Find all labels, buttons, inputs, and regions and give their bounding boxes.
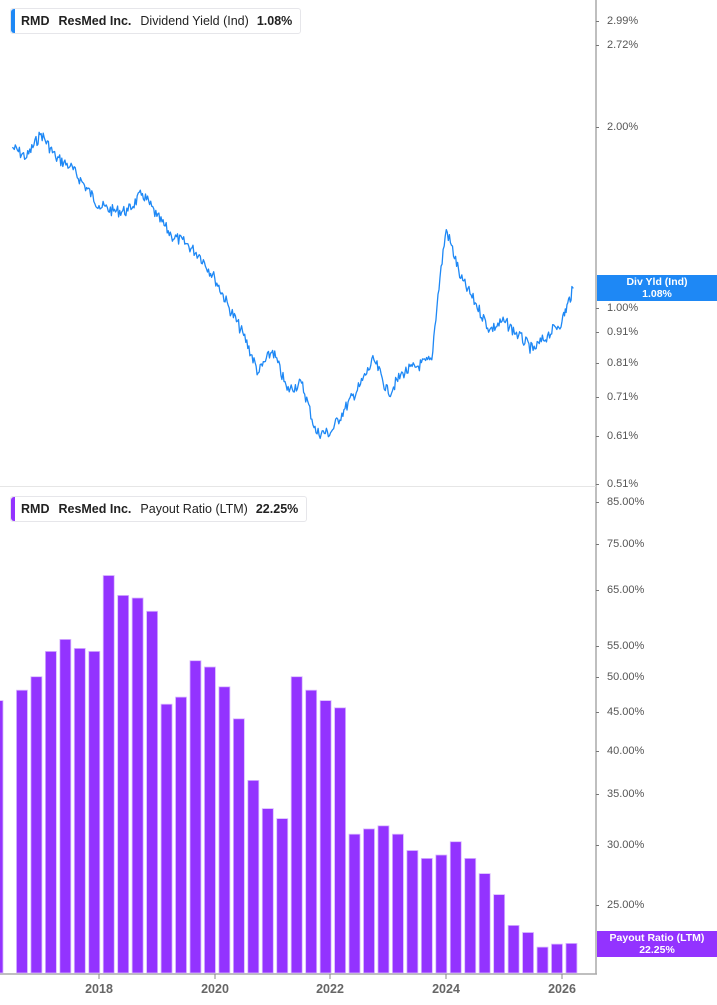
- payout-ratio-bar-chart: [0, 487, 597, 979]
- y-axis-label: 50.00%: [607, 671, 645, 683]
- payout-bar[interactable]: [59, 638, 72, 974]
- payout-bar[interactable]: [261, 808, 274, 974]
- payout-bar[interactable]: [334, 707, 346, 974]
- payout-bar[interactable]: [363, 828, 375, 974]
- y-axis-label: 0.71%: [607, 391, 639, 403]
- series-color-swatch: [11, 497, 15, 521]
- x-axis-label: 2024: [432, 982, 460, 996]
- payout-bar[interactable]: [0, 700, 4, 974]
- payout-bar[interactable]: [536, 946, 549, 974]
- payout-bar[interactable]: [565, 942, 578, 974]
- payout-bar[interactable]: [30, 676, 43, 974]
- company-name: ResMed Inc.: [58, 502, 132, 516]
- ticker: RMD: [21, 502, 50, 516]
- y-axis-label: 0.51%: [607, 478, 639, 490]
- tag-label: Div Yld (Ind): [626, 276, 688, 288]
- y-axis-label: 2.99%: [607, 15, 639, 27]
- payout-bar[interactable]: [16, 689, 28, 974]
- y-axis-label: 1.00%: [607, 302, 639, 314]
- company-name: ResMed Inc.: [58, 14, 132, 28]
- payout-bar[interactable]: [232, 718, 245, 974]
- payout-bar[interactable]: [319, 700, 332, 974]
- y-axis-label: 25.00%: [607, 899, 645, 911]
- payout-bar[interactable]: [131, 597, 144, 974]
- payout-bar[interactable]: [449, 841, 462, 974]
- y-axis-label: 65.00%: [607, 584, 645, 596]
- payout-bar[interactable]: [117, 595, 130, 974]
- payout-bar[interactable]: [175, 696, 187, 974]
- dividend-yield-line-chart: [0, 0, 597, 487]
- y-axis-label: 30.00%: [607, 839, 645, 851]
- tag-value: 22.25%: [639, 944, 675, 956]
- payout-ratio-panel: RMD ResMed Inc. Payout Ratio (LTM) 22.25…: [0, 487, 717, 1005]
- y-axis-label: 0.91%: [607, 326, 639, 338]
- payout-bar[interactable]: [435, 854, 448, 974]
- payout-bar[interactable]: [377, 825, 390, 974]
- y-axis-label: 75.00%: [607, 538, 645, 550]
- payout-bar[interactable]: [420, 857, 433, 974]
- payout-bar[interactable]: [392, 833, 404, 974]
- dividend-yield-legend[interactable]: RMD ResMed Inc. Dividend Yield (Ind) 1.0…: [10, 8, 302, 34]
- payout-bar[interactable]: [406, 850, 419, 974]
- x-axis-label: 2022: [316, 982, 344, 996]
- payout-bar[interactable]: [146, 610, 159, 974]
- metric-name: Dividend Yield (Ind): [140, 14, 249, 28]
- series-color-swatch: [11, 9, 15, 33]
- payout-bar[interactable]: [305, 689, 318, 974]
- y-axis-label: 0.81%: [607, 357, 639, 369]
- payout-ratio-legend[interactable]: RMD ResMed Inc. Payout Ratio (LTM) 22.25…: [10, 496, 308, 522]
- y-axis-label: 85.00%: [607, 496, 645, 508]
- ticker: RMD: [21, 14, 50, 28]
- current-value-tag: Payout Ratio (LTM) 22.25%: [597, 931, 717, 957]
- current-value-tag: Div Yld (Ind) 1.08%: [597, 275, 717, 301]
- payout-bar[interactable]: [102, 575, 115, 974]
- payout-bar[interactable]: [247, 779, 260, 974]
- x-axis-label: 2020: [201, 982, 229, 996]
- payout-bar[interactable]: [348, 833, 361, 974]
- payout-bar[interactable]: [290, 676, 303, 974]
- payout-bar[interactable]: [73, 647, 86, 974]
- y-axis-label: 2.72%: [607, 39, 639, 51]
- y-axis-label: 55.00%: [607, 640, 645, 652]
- y-axis-label: 0.61%: [607, 430, 639, 442]
- x-axis-label: 2018: [85, 982, 113, 996]
- payout-bar[interactable]: [204, 666, 216, 974]
- y-axis-label: 2.00%: [607, 121, 639, 133]
- metric-value: 22.25%: [255, 502, 299, 516]
- y-axis-label: 35.00%: [607, 788, 645, 800]
- payout-bar[interactable]: [522, 932, 534, 974]
- y-axis-label: 45.00%: [607, 706, 645, 718]
- x-axis-label: 2026: [548, 982, 576, 996]
- tag-value: 1.08%: [642, 288, 672, 300]
- metric-name: Payout Ratio (LTM): [140, 502, 248, 516]
- payout-bar[interactable]: [276, 818, 289, 974]
- dividend-yield-panel: RMD ResMed Inc. Dividend Yield (Ind) 1.0…: [0, 0, 717, 490]
- payout-bar[interactable]: [218, 686, 231, 974]
- tag-label: Payout Ratio (LTM): [609, 932, 705, 944]
- payout-bar[interactable]: [88, 650, 101, 974]
- payout-bar[interactable]: [551, 943, 563, 974]
- payout-bar[interactable]: [160, 703, 173, 974]
- payout-bar[interactable]: [493, 894, 506, 974]
- metric-value: 1.08%: [256, 14, 293, 28]
- y-axis-label: 40.00%: [607, 745, 645, 757]
- payout-bar[interactable]: [44, 650, 57, 974]
- payout-bar[interactable]: [189, 660, 202, 974]
- payout-bar[interactable]: [478, 873, 491, 974]
- payout-bar[interactable]: [507, 924, 520, 974]
- payout-bar[interactable]: [464, 857, 477, 974]
